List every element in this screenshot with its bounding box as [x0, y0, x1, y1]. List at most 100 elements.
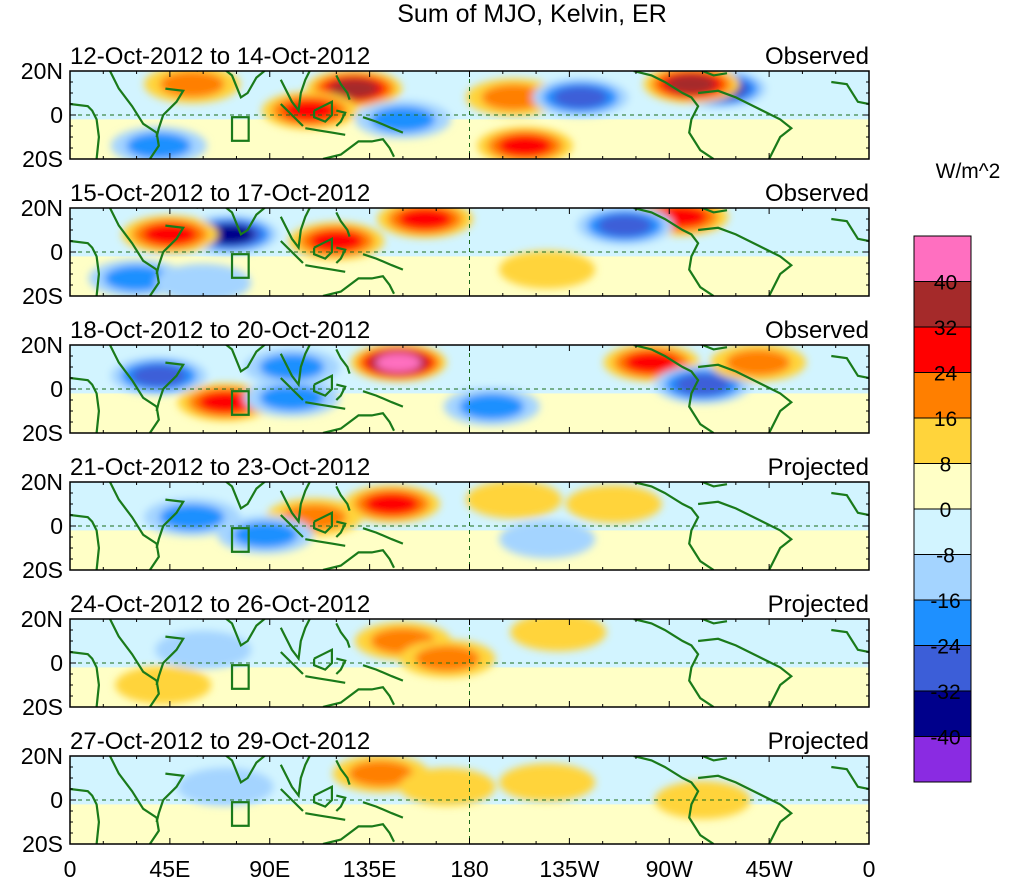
- panel-status: Projected: [768, 591, 869, 618]
- anomaly-contour: [725, 349, 791, 376]
- panel-date-range: 21-Oct-2012 to 23-Oct-2012: [70, 454, 370, 481]
- colorbar-swatch: [913, 372, 972, 419]
- coastline: [698, 756, 728, 762]
- coastline: [196, 208, 267, 237]
- panel-status: Observed: [765, 180, 869, 207]
- coastline: [697, 363, 794, 433]
- panel-ticks: [69, 344, 870, 434]
- lat-label: 0: [50, 650, 63, 676]
- coastline: [109, 345, 160, 433]
- colorbar-swatch: [913, 599, 972, 646]
- anomaly-field: [70, 208, 869, 296]
- anomaly-contour: [415, 645, 480, 672]
- coastline: [155, 772, 186, 823]
- coastline: [196, 619, 267, 648]
- map-panel: 27-Oct-2012 to 29-Oct-2012 Projected 20N 0 2…: [21, 728, 870, 857]
- colorbar-tick-label: -8: [936, 545, 955, 568]
- panel-status: Observed: [765, 317, 869, 344]
- coastline: [633, 208, 715, 296]
- region-box: [230, 253, 250, 279]
- coastline: [279, 482, 311, 525]
- coastline: [280, 377, 304, 401]
- colorbar-tick-label: 16: [934, 408, 957, 431]
- lon-label: 180: [450, 856, 488, 882]
- lat-label: 20S: [22, 557, 63, 583]
- coastline: [322, 685, 395, 707]
- coastline: [280, 240, 304, 264]
- coastline: [831, 765, 869, 791]
- lat-label: 0: [50, 787, 63, 813]
- coastline: [196, 71, 267, 100]
- coastline: [279, 71, 311, 114]
- coastline: [335, 246, 347, 264]
- colorbar-tick-label: -24: [930, 636, 961, 659]
- lat-label: 0: [50, 376, 63, 402]
- coastline: [280, 788, 304, 812]
- anomaly-contour: [565, 485, 662, 523]
- coastline: [335, 622, 351, 648]
- colorbar-swatch: [913, 690, 972, 737]
- lat-label: 20S: [22, 420, 63, 446]
- lat-label: 0: [50, 239, 63, 265]
- coastline: [698, 71, 728, 77]
- anomaly-contour: [155, 263, 252, 296]
- colorbar-tick-label: 32: [934, 317, 957, 340]
- panel-status: Observed: [765, 43, 869, 70]
- panel-ticks: [69, 207, 870, 297]
- coastline: [70, 102, 101, 159]
- coastline: [362, 801, 404, 819]
- coastline: [697, 500, 794, 570]
- colorbar: W/m^2 40 32 24 16 8 0 -8 -16 -24 -32 -40: [913, 160, 1000, 783]
- anomaly-contour: [497, 134, 552, 157]
- coastline: [633, 756, 715, 844]
- coastline: [322, 137, 395, 159]
- anomaly-field: [70, 345, 869, 433]
- anomaly-field: [70, 482, 869, 570]
- coastlines: [70, 619, 869, 707]
- anomaly-contour: [198, 391, 253, 414]
- coastline: [335, 211, 351, 237]
- coastline: [322, 548, 395, 570]
- coastline: [280, 103, 304, 127]
- lat-label: 20S: [22, 694, 63, 720]
- coastline: [335, 794, 347, 812]
- colorbar-swatch: [913, 736, 972, 783]
- coastline: [196, 756, 267, 785]
- coastline: [335, 485, 351, 511]
- colorbar-tick-label: 40: [934, 272, 957, 295]
- region-box: [230, 527, 250, 553]
- anomaly-contour: [370, 106, 436, 133]
- coastline: [335, 759, 351, 785]
- coastline: [305, 675, 346, 684]
- coastline: [305, 127, 346, 136]
- region-box: [230, 116, 250, 142]
- panel-date-range: 27-Oct-2012 to 29-Oct-2012: [70, 728, 370, 755]
- coastline: [196, 345, 267, 374]
- coastlines: [70, 71, 869, 159]
- coastline: [362, 527, 404, 545]
- anomaly-contour: [465, 482, 562, 519]
- lon-label: 45W: [745, 856, 793, 882]
- anomaly-contour: [399, 767, 496, 806]
- region-box: [230, 390, 250, 416]
- coastline: [305, 538, 346, 547]
- coastline: [155, 361, 186, 412]
- longitude-axis: 0 45E 90E 135E 180 135W 90W 45W 0: [64, 856, 876, 882]
- map-panels: 12-Oct-2012 to 14-Oct-2012 Observed 20N 0 20…: [21, 43, 870, 857]
- coastline: [279, 208, 311, 251]
- colorbar-swatch: [913, 417, 972, 464]
- coastline: [335, 657, 347, 675]
- coastline: [196, 482, 267, 511]
- coastline: [831, 80, 869, 106]
- coastline: [362, 664, 404, 682]
- coastline: [109, 482, 160, 570]
- coastline: [335, 383, 347, 401]
- coastline: [335, 520, 347, 538]
- coastline: [305, 264, 346, 273]
- coastlines: [70, 345, 869, 433]
- colorbar-tick-label: -32: [930, 681, 960, 704]
- lat-label: 0: [50, 513, 63, 539]
- coastline: [313, 237, 333, 260]
- coastline: [362, 116, 404, 134]
- anomaly-contour: [364, 493, 419, 515]
